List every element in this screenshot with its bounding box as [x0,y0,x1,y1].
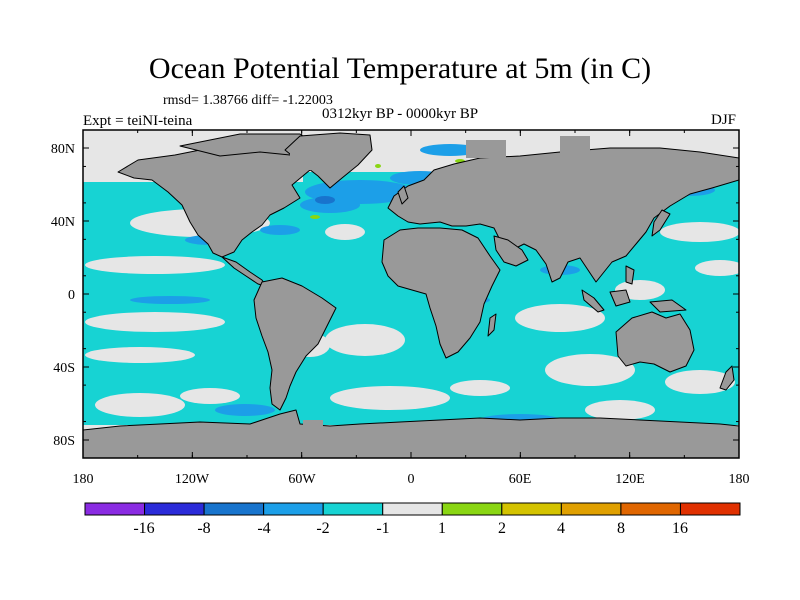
new-guinea [649,299,687,313]
season-label: DJF [711,112,737,128]
colorbar-swatch [560,502,622,516]
x-tick-label: 60W [288,472,316,487]
japan [651,209,671,237]
colorbar-label: -16 [133,520,154,537]
land-fill-fixes [290,136,590,440]
new-zealand [719,365,735,391]
period-label: 0312kyr BP - 0000kyr BP [322,106,479,122]
x-tick-label: 120W [175,472,210,487]
y-tick-label: 80S [53,434,75,449]
south-america [253,277,337,411]
x-tick-labels: 180 120W 60W 0 60E 120E 180 [73,472,750,487]
plot-title: Ocean Potential Temperature at 5m (in C) [148,52,652,85]
antarctica [83,409,739,458]
colorbar-swatch [679,502,741,516]
colorbar-label: 8 [617,520,625,537]
colorbar-swatch [382,502,443,516]
colorbar-swatch [501,502,562,516]
madagascar [487,313,497,337]
philippines [625,265,635,285]
y-tick-label: 0 [68,288,75,303]
borneo [609,289,631,307]
colorbar-label: 2 [498,520,506,537]
eurasia [387,147,739,283]
arabia [493,235,529,267]
experiment-label: Expt = teiNI-teina [83,113,193,129]
colorbar-swatch [263,502,324,516]
y-tick-label: 40N [51,215,75,230]
land-masses [83,132,739,458]
colorbar-label: -1 [376,520,389,537]
x-tick-label: 60E [509,472,532,487]
y-tick-labels: 80N 40N 0 40S 80S [51,142,75,449]
colorbar-label: 1 [438,520,446,537]
axis-ticks [82,129,740,459]
x-tick-label: 120E [615,472,645,487]
colorbar-swatch [144,502,205,516]
greenland [284,132,373,189]
stats-line: rmsd= 1.38766 diff= -1.22003 [163,93,333,108]
colorbar-label: -2 [316,520,329,537]
colorbar-labels: -16 -8 -4 -2 -1 1 2 4 8 16 [133,520,688,537]
colorbar-swatch [441,502,503,516]
australia [615,311,695,373]
colorbar-label: -4 [257,520,270,537]
colorbar-swatch [84,502,146,516]
x-tick-label: 180 [729,472,750,487]
y-tick-label: 40S [53,361,75,376]
colorbar [84,502,741,516]
map-field [83,130,739,458]
y-tick-label: 80N [51,142,75,157]
colorbar-label: 4 [557,520,565,537]
x-tick-label: 0 [408,472,415,487]
africa [381,227,501,359]
british-isles [397,185,409,205]
sumatra [581,289,605,313]
colorbar-label: 16 [672,520,688,537]
colorbar-swatch [203,502,265,516]
colorbar-swatch [322,502,384,516]
colorbar-swatch [620,502,681,516]
colorbar-label: -8 [197,520,210,537]
x-tick-label: 180 [73,472,94,487]
